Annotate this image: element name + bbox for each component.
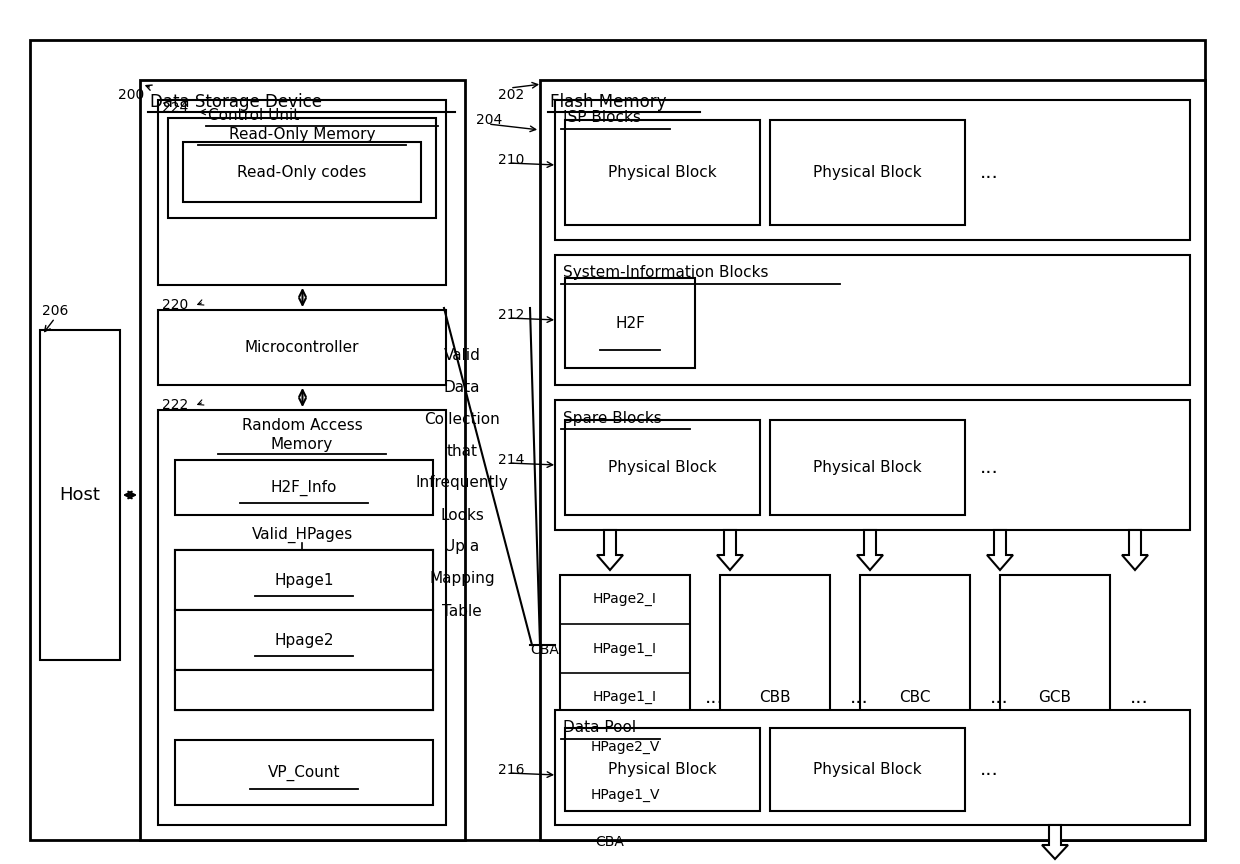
Text: 220: 220	[162, 298, 188, 312]
Text: Looks: Looks	[440, 507, 484, 523]
Text: 222: 222	[162, 398, 188, 412]
Bar	[999, 575, 1110, 820]
Text: Mapping: Mapping	[429, 571, 495, 587]
Text: Microcontroller: Microcontroller	[244, 340, 360, 355]
Text: Hpage2: Hpage2	[274, 632, 334, 647]
Bar	[157, 100, 446, 285]
Bar	[720, 575, 830, 820]
Text: HPage1_I: HPage1_I	[593, 690, 657, 704]
Text: H2F_Info: H2F_Info	[270, 480, 337, 496]
Text: 224: 224	[162, 101, 188, 115]
Bar	[565, 278, 694, 368]
Bar	[175, 610, 433, 670]
Text: 202: 202	[498, 88, 525, 102]
Text: CBA: CBA	[529, 643, 559, 657]
Text: 214: 214	[498, 453, 525, 467]
Text: Physical Block: Physical Block	[608, 165, 717, 180]
Text: Data Pool: Data Pool	[563, 721, 636, 735]
Text: Control Unit: Control Unit	[208, 109, 299, 124]
Bar	[40, 330, 120, 660]
Text: 200: 200	[118, 88, 144, 102]
Text: 210: 210	[498, 153, 525, 167]
Bar	[175, 670, 433, 710]
Text: CBA: CBA	[595, 835, 625, 849]
Text: Host: Host	[60, 486, 100, 504]
Text: ISP Blocks: ISP Blocks	[563, 111, 641, 125]
Text: Memory: Memory	[270, 436, 334, 452]
Text: System-Information Blocks: System-Information Blocks	[563, 265, 769, 281]
Text: ...: ...	[706, 688, 724, 707]
Text: Flash Memory: Flash Memory	[551, 93, 667, 111]
Text: 206: 206	[42, 304, 68, 318]
Text: Data: Data	[444, 379, 480, 395]
Text: Table: Table	[443, 603, 482, 619]
Polygon shape	[987, 530, 1013, 570]
Text: 216: 216	[498, 763, 525, 777]
Text: ...: ...	[980, 760, 998, 779]
Text: Hpage1: Hpage1	[274, 573, 334, 588]
Polygon shape	[1042, 825, 1068, 859]
Text: ...: ...	[980, 163, 998, 182]
Text: CBC: CBC	[899, 690, 931, 705]
Bar	[565, 728, 760, 811]
Polygon shape	[1122, 530, 1148, 570]
Polygon shape	[717, 530, 743, 570]
Bar	[175, 550, 433, 610]
Text: Physical Block: Physical Block	[813, 460, 921, 475]
Bar	[556, 710, 1190, 825]
Bar	[175, 550, 433, 710]
Bar	[140, 80, 465, 840]
Text: ...: ...	[849, 688, 869, 707]
Bar	[175, 740, 433, 805]
Text: HPage2_I: HPage2_I	[593, 593, 657, 607]
Text: GCB: GCB	[1039, 690, 1071, 705]
Bar	[167, 118, 436, 218]
Bar	[556, 255, 1190, 385]
Text: HPage1_I: HPage1_I	[593, 641, 657, 656]
Text: VP_Count: VP_Count	[268, 765, 340, 780]
Text: Physical Block: Physical Block	[813, 762, 921, 777]
Polygon shape	[596, 530, 622, 570]
Bar	[861, 575, 970, 820]
Text: ...: ...	[990, 688, 1009, 707]
Text: ...: ...	[1130, 688, 1148, 707]
Text: CBB: CBB	[759, 690, 791, 705]
Bar	[770, 420, 965, 515]
Text: Physical Block: Physical Block	[813, 165, 921, 180]
Text: Physical Block: Physical Block	[608, 460, 717, 475]
Text: Collection: Collection	[424, 411, 500, 427]
Bar	[770, 120, 965, 225]
Text: Read-Only codes: Read-Only codes	[237, 164, 367, 180]
Bar	[556, 100, 1190, 240]
Text: Random Access: Random Access	[242, 418, 362, 434]
Bar	[565, 420, 760, 515]
Bar	[560, 575, 689, 820]
Bar	[175, 460, 433, 515]
Text: Valid: Valid	[444, 347, 480, 363]
Polygon shape	[857, 530, 883, 570]
Text: HPage1_V: HPage1_V	[590, 789, 660, 803]
Bar	[184, 142, 422, 202]
Bar	[157, 410, 446, 825]
Text: Physical Block: Physical Block	[608, 762, 717, 777]
Text: ...: ...	[980, 458, 998, 477]
Bar	[556, 400, 1190, 530]
Text: 204: 204	[476, 113, 502, 127]
Text: that: that	[446, 443, 477, 459]
Bar	[565, 120, 760, 225]
Bar	[770, 728, 965, 811]
Bar	[539, 80, 1205, 840]
Text: Up a: Up a	[444, 539, 480, 555]
Text: Infrequently: Infrequently	[415, 475, 508, 491]
Text: Spare Blocks: Spare Blocks	[563, 410, 662, 425]
Text: 212: 212	[498, 308, 525, 322]
Text: Valid_HPages: Valid_HPages	[252, 527, 352, 543]
Text: H2F: H2F	[615, 315, 645, 331]
Bar	[157, 310, 446, 385]
Text: Read-Only Memory: Read-Only Memory	[228, 126, 376, 142]
Text: Data Storage Device: Data Storage Device	[150, 93, 322, 111]
Text: HPage2_V: HPage2_V	[590, 740, 660, 753]
